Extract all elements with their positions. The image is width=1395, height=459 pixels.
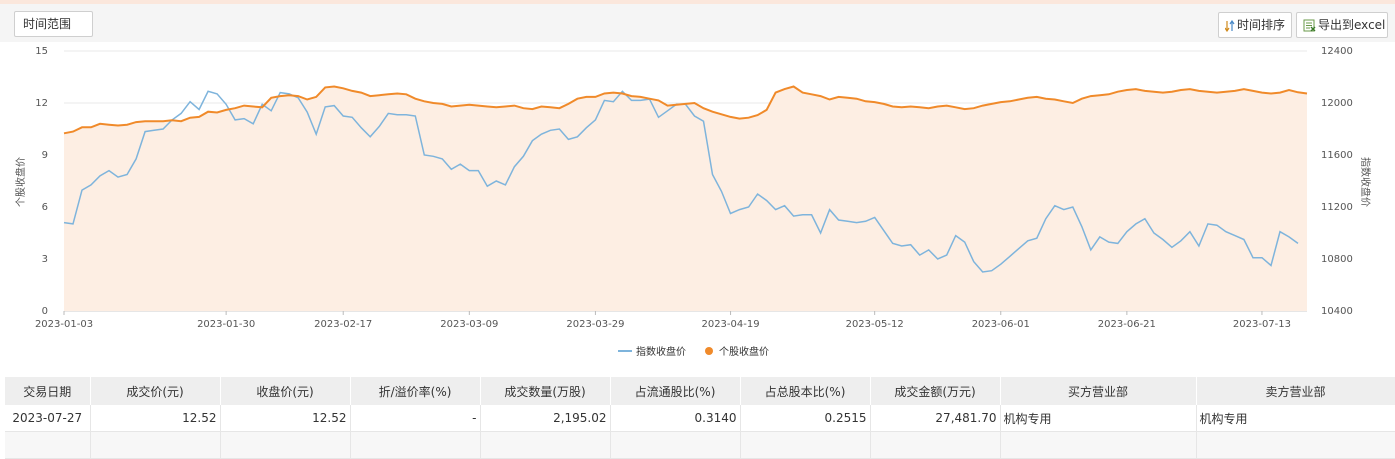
x-tick-label: 2023-04-19: [701, 319, 759, 330]
table-row: 2023-07-27 12.52 12.52-2,195.02 0.3140 0.251…: [5, 405, 1395, 432]
left-axis-ticks: 0 3 6 9 12 15: [35, 46, 48, 317]
column-header: 成交金额(万元): [870, 377, 1001, 405]
x-tick-label: 2023-06-21: [1098, 319, 1156, 330]
x-axis-ticks: 2023-01-03 2023-01-30 2023-02-17 2023-03-09…: [35, 311, 1291, 330]
block-trade-table: 交易日期 成交价(元) 收盘价(元) 折/溢价率(%) 成交数量(万股) 占流通股比(%)…: [5, 377, 1395, 459]
table-cell: 27,481.70: [870, 405, 1001, 432]
right-tick-label: 12000: [1321, 98, 1353, 109]
excel-icon: [1303, 19, 1316, 32]
time-sort-button[interactable]: 时间排序: [1218, 12, 1292, 38]
column-header: 买方营业部: [1000, 377, 1197, 405]
column-header: 占流通股比(%): [610, 377, 741, 405]
left-tick-label: 12: [35, 98, 48, 109]
left-tick-label: 3: [42, 254, 48, 265]
left-tick-label: 15: [35, 46, 48, 57]
table-cell: 机构专用: [1196, 405, 1395, 432]
left-tick-label: 9: [42, 150, 48, 161]
x-tick-label: 2023-01-30: [197, 319, 255, 330]
right-tick-label: 11200: [1321, 202, 1353, 213]
column-header: 收盘价(元): [220, 377, 351, 405]
x-tick-label: 2023-03-29: [566, 319, 624, 330]
chart-legend: 指数收盘价 个股收盘价: [618, 345, 769, 358]
time-range-button[interactable]: 时间范围: [14, 11, 93, 37]
right-tick-label: 12400: [1321, 46, 1353, 57]
legend-stock-label[interactable]: 个股收盘价: [719, 345, 769, 358]
right-axis-ticks: 10400 10800 11200 11600 12000 12400: [1321, 46, 1353, 317]
legend-stock-swatch[interactable]: [705, 347, 713, 355]
export-excel-button[interactable]: 导出到excel: [1296, 12, 1388, 38]
column-header: 交易日期: [5, 377, 91, 405]
x-tick-label: 2023-06-01: [972, 319, 1030, 330]
column-header: 成交数量(万股): [480, 377, 611, 405]
top-accent-strip: [0, 0, 1395, 4]
legend-index-label[interactable]: 指数收盘价: [636, 345, 686, 358]
time-sort-label: 时间排序: [1237, 18, 1286, 32]
column-header: 占总股本比(%): [740, 377, 871, 405]
left-tick-label: 6: [42, 202, 48, 213]
sort-icon: [1225, 19, 1235, 32]
left-tick-label: 0: [42, 306, 48, 317]
x-tick-label: 2023-01-03: [35, 319, 93, 330]
left-axis-label: 个股收盘价: [14, 157, 27, 207]
x-tick-label: 2023-05-12: [846, 319, 904, 330]
table-cell: 0.3140: [610, 405, 741, 432]
table-header-row: 交易日期 成交价(元) 收盘价(元) 折/溢价率(%) 成交数量(万股) 占流通股比(%)…: [5, 377, 1395, 405]
right-tick-label: 10400: [1321, 306, 1353, 317]
stock-close-area: [64, 86, 1307, 311]
table-cell: 0.2515: [740, 405, 871, 432]
export-excel-label: 导出到excel: [1318, 18, 1386, 32]
column-header: 折/溢价率(%): [350, 377, 481, 405]
table-cell: 2023-07-27: [5, 405, 91, 432]
stock-close-line: [63, 85, 1308, 135]
table-cell: 2,195.02: [480, 405, 611, 432]
column-header: 成交价(元): [90, 377, 221, 405]
table-cell: 机构专用: [1000, 405, 1197, 432]
column-header: 卖方营业部: [1196, 377, 1395, 405]
right-tick-label: 11600: [1321, 150, 1353, 161]
x-tick-label: 2023-03-09: [440, 319, 498, 330]
table-cell: -: [350, 405, 481, 432]
right-axis-label: 指数收盘价: [1359, 157, 1372, 207]
chart-toolbar: 时间范围 时间排序 导出到excel: [0, 4, 1395, 42]
table-cell: 12.52: [90, 405, 221, 432]
series-lines: [63, 85, 1308, 273]
right-tick-label: 10800: [1321, 254, 1353, 265]
table-cell: 12.52: [220, 405, 351, 432]
x-tick-label: 2023-02-17: [314, 319, 372, 330]
x-tick-label: 2023-07-13: [1233, 319, 1291, 330]
